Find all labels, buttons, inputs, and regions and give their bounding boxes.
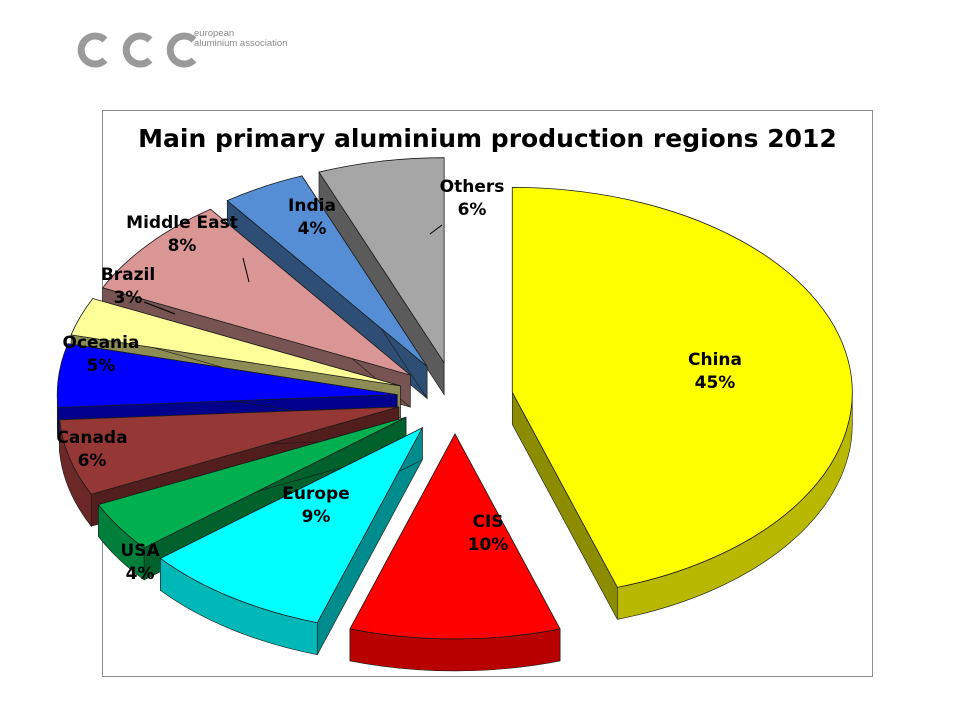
data-label-percent: 3%: [113, 288, 143, 308]
data-label-india: India 4%: [242, 195, 382, 241]
slice-top: [511, 186, 853, 588]
slice-china: [511, 186, 853, 620]
data-label-category: India: [288, 196, 336, 216]
slice-top: [97, 416, 407, 549]
slice-europe: [159, 426, 424, 656]
data-label-europe: Europe 9%: [246, 483, 386, 529]
logo-line-1: european: [194, 28, 235, 39]
data-label-middle-east: Middle East 8%: [112, 212, 252, 258]
data-label-category: Oceania: [62, 333, 140, 353]
data-label-percent: 5%: [86, 356, 116, 376]
data-label-usa: USA 4%: [70, 540, 210, 586]
leader-line-middle-east: [242, 257, 250, 283]
data-label-category: Middle East: [126, 213, 238, 233]
data-label-category: Europe: [282, 484, 350, 504]
chart-title: Main primary aluminium production region…: [138, 124, 837, 153]
data-label-percent: 4%: [125, 564, 155, 584]
data-label-cis: CIS 10%: [418, 511, 558, 557]
slice-top: [318, 157, 445, 365]
data-label-china: China 45%: [645, 349, 785, 395]
data-label-percent: 4%: [297, 219, 327, 239]
data-label-percent: 45%: [694, 373, 736, 393]
slice-top: [159, 426, 424, 624]
data-label-category: CIS: [472, 512, 504, 532]
leader-line-others: [429, 224, 443, 235]
data-label-category: Others: [439, 177, 505, 197]
slice-top: [349, 433, 561, 640]
data-label-category: Brazil: [100, 265, 156, 285]
association-logo: [77, 32, 197, 68]
data-label-others: Others 6%: [402, 176, 542, 222]
data-label-category: China: [688, 350, 742, 370]
leader-line-brazil: [143, 301, 176, 315]
slice-top: [56, 343, 398, 408]
slice-top: [59, 406, 399, 495]
data-label-oceania: Oceania 5%: [31, 332, 171, 378]
data-label-category: USA: [120, 541, 160, 561]
data-label-percent: 10%: [467, 535, 509, 555]
data-label-brazil: Brazil 3%: [58, 264, 198, 310]
slice-top: [70, 298, 401, 387]
data-label-category: Canada: [56, 428, 128, 448]
data-label-canada: Canada 6%: [22, 427, 162, 473]
logo-wordmark: european aluminium association: [194, 29, 287, 49]
data-label-percent: 8%: [167, 236, 197, 256]
data-label-percent: 6%: [457, 200, 487, 220]
slice-top: [226, 175, 428, 367]
slice-cis: [349, 433, 561, 672]
data-label-percent: 6%: [77, 451, 107, 471]
logo-line-2: aluminium association: [194, 38, 288, 49]
data-label-percent: 9%: [301, 507, 331, 527]
slice-top: [101, 208, 411, 376]
